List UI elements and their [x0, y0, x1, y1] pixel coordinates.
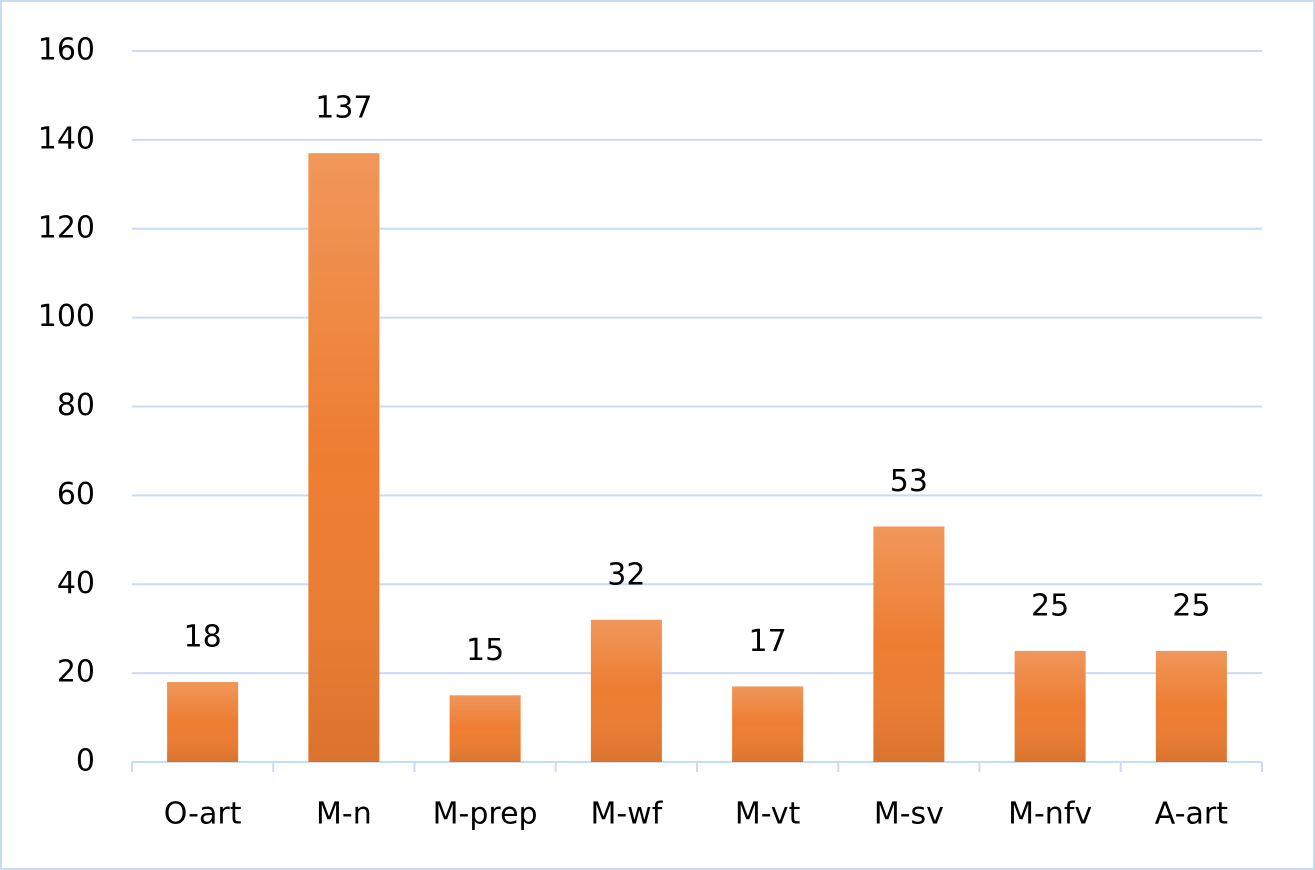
value-label: 25 — [1031, 588, 1069, 623]
bar-shade — [1155, 650, 1227, 762]
bar-shade — [1014, 650, 1086, 762]
bar-shade — [308, 153, 380, 763]
y-tick-label: 140 — [38, 121, 95, 156]
y-tick-label: 80 — [57, 388, 95, 423]
y-tick-label: 60 — [57, 477, 95, 512]
bar-shade — [449, 695, 521, 762]
value-label: 53 — [890, 464, 928, 499]
value-label: 18 — [184, 620, 222, 655]
y-tick-label: 100 — [38, 299, 95, 334]
value-label: 15 — [466, 633, 504, 668]
x-tick-label: M-nfv — [1008, 797, 1092, 832]
y-tick-label: 120 — [38, 210, 95, 245]
value-label: 32 — [607, 557, 645, 592]
value-label: 25 — [1172, 588, 1210, 623]
bar-shade — [732, 686, 804, 762]
value-label: 137 — [315, 91, 372, 126]
y-tick-label: 0 — [76, 744, 95, 779]
x-tick-label: M-wf — [590, 797, 663, 832]
bar-shade — [167, 682, 239, 762]
x-tick-label: O-art — [164, 797, 242, 832]
y-tick-label: 40 — [57, 566, 95, 601]
y-tick-label: 20 — [57, 655, 95, 690]
x-tick-label: A-art — [1155, 797, 1228, 832]
x-tick-label: M-n — [316, 797, 372, 832]
x-tick-label: M-prep — [433, 797, 538, 832]
value-label: 17 — [749, 624, 787, 659]
x-tick-label: M-vt — [735, 797, 801, 832]
bar-shade — [590, 619, 662, 762]
x-tick-label: M-sv — [874, 797, 944, 832]
bar-shade — [873, 526, 945, 762]
y-tick-label: 160 — [38, 33, 95, 68]
